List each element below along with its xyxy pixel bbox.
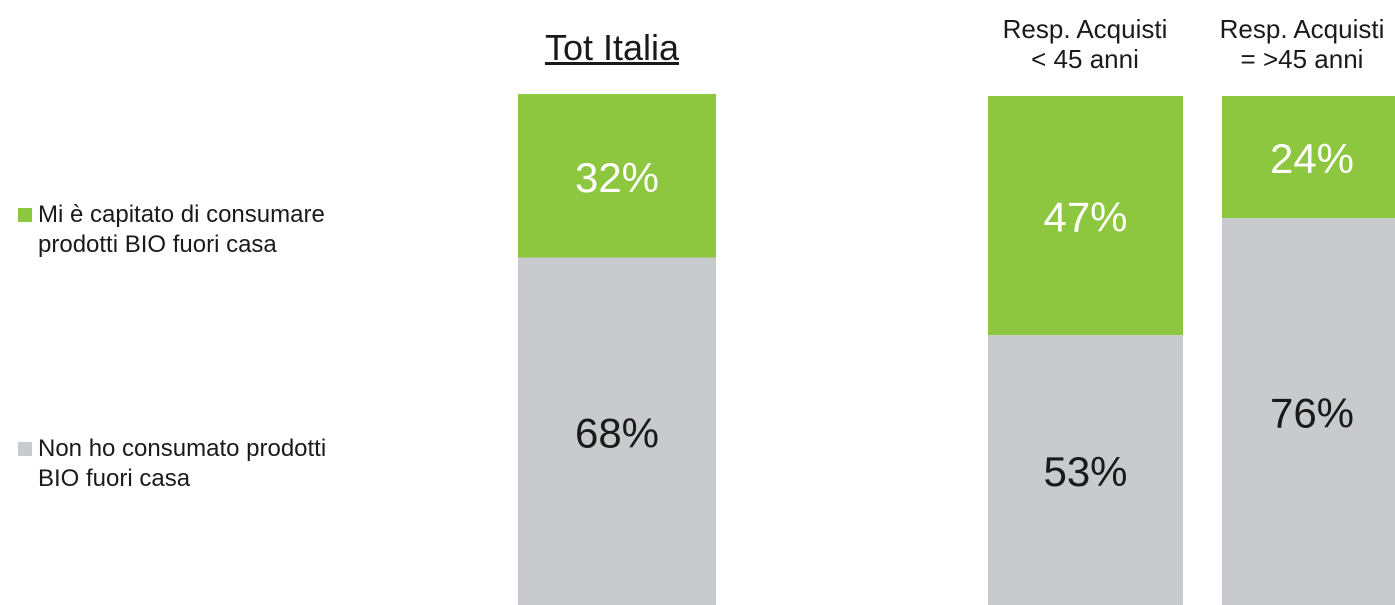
data-label-over-45-not-consumed: 76%: [1270, 390, 1354, 437]
data-label-tot-italia-not-consumed: 68%: [575, 409, 659, 456]
data-label-under-45-consumed: 47%: [1043, 194, 1127, 241]
bar-under-45-not-consumed: [988, 335, 1183, 605]
bar-tot-italia-consumed: [518, 94, 716, 258]
legend-item-not-consumed: Non ho consumato prodotti BIO fuori casa: [18, 434, 398, 494]
legend-swatch-gray: [18, 442, 32, 456]
legend-label-consumed: Mi è capitato di consumare prodotti BIO …: [38, 201, 325, 258]
data-label-under-45-not-consumed: 53%: [1043, 448, 1127, 495]
bar-under-45-consumed: [988, 96, 1183, 336]
category-label-tot-italia: Tot Italia: [544, 27, 680, 68]
legend-label-not-consumed: Non ho consumato prodotti BIO fuori casa: [38, 435, 327, 492]
bar-tot-italia-not-consumed: [518, 257, 716, 605]
category-label-under-45: Resp. Acquisti < 45 anni: [1002, 14, 1168, 74]
data-label-over-45-consumed: 24%: [1270, 135, 1354, 182]
category-label-over-45: Resp. Acquisti = >45 anni: [1219, 14, 1385, 74]
bar-over-45-consumed: [1222, 96, 1395, 219]
legend-swatch-green: [18, 208, 32, 222]
data-label-tot-italia-consumed: 32%: [575, 154, 659, 201]
bar-over-45-not-consumed: [1222, 218, 1395, 605]
legend-item-consumed: Mi è capitato di consumare prodotti BIO …: [18, 200, 398, 260]
